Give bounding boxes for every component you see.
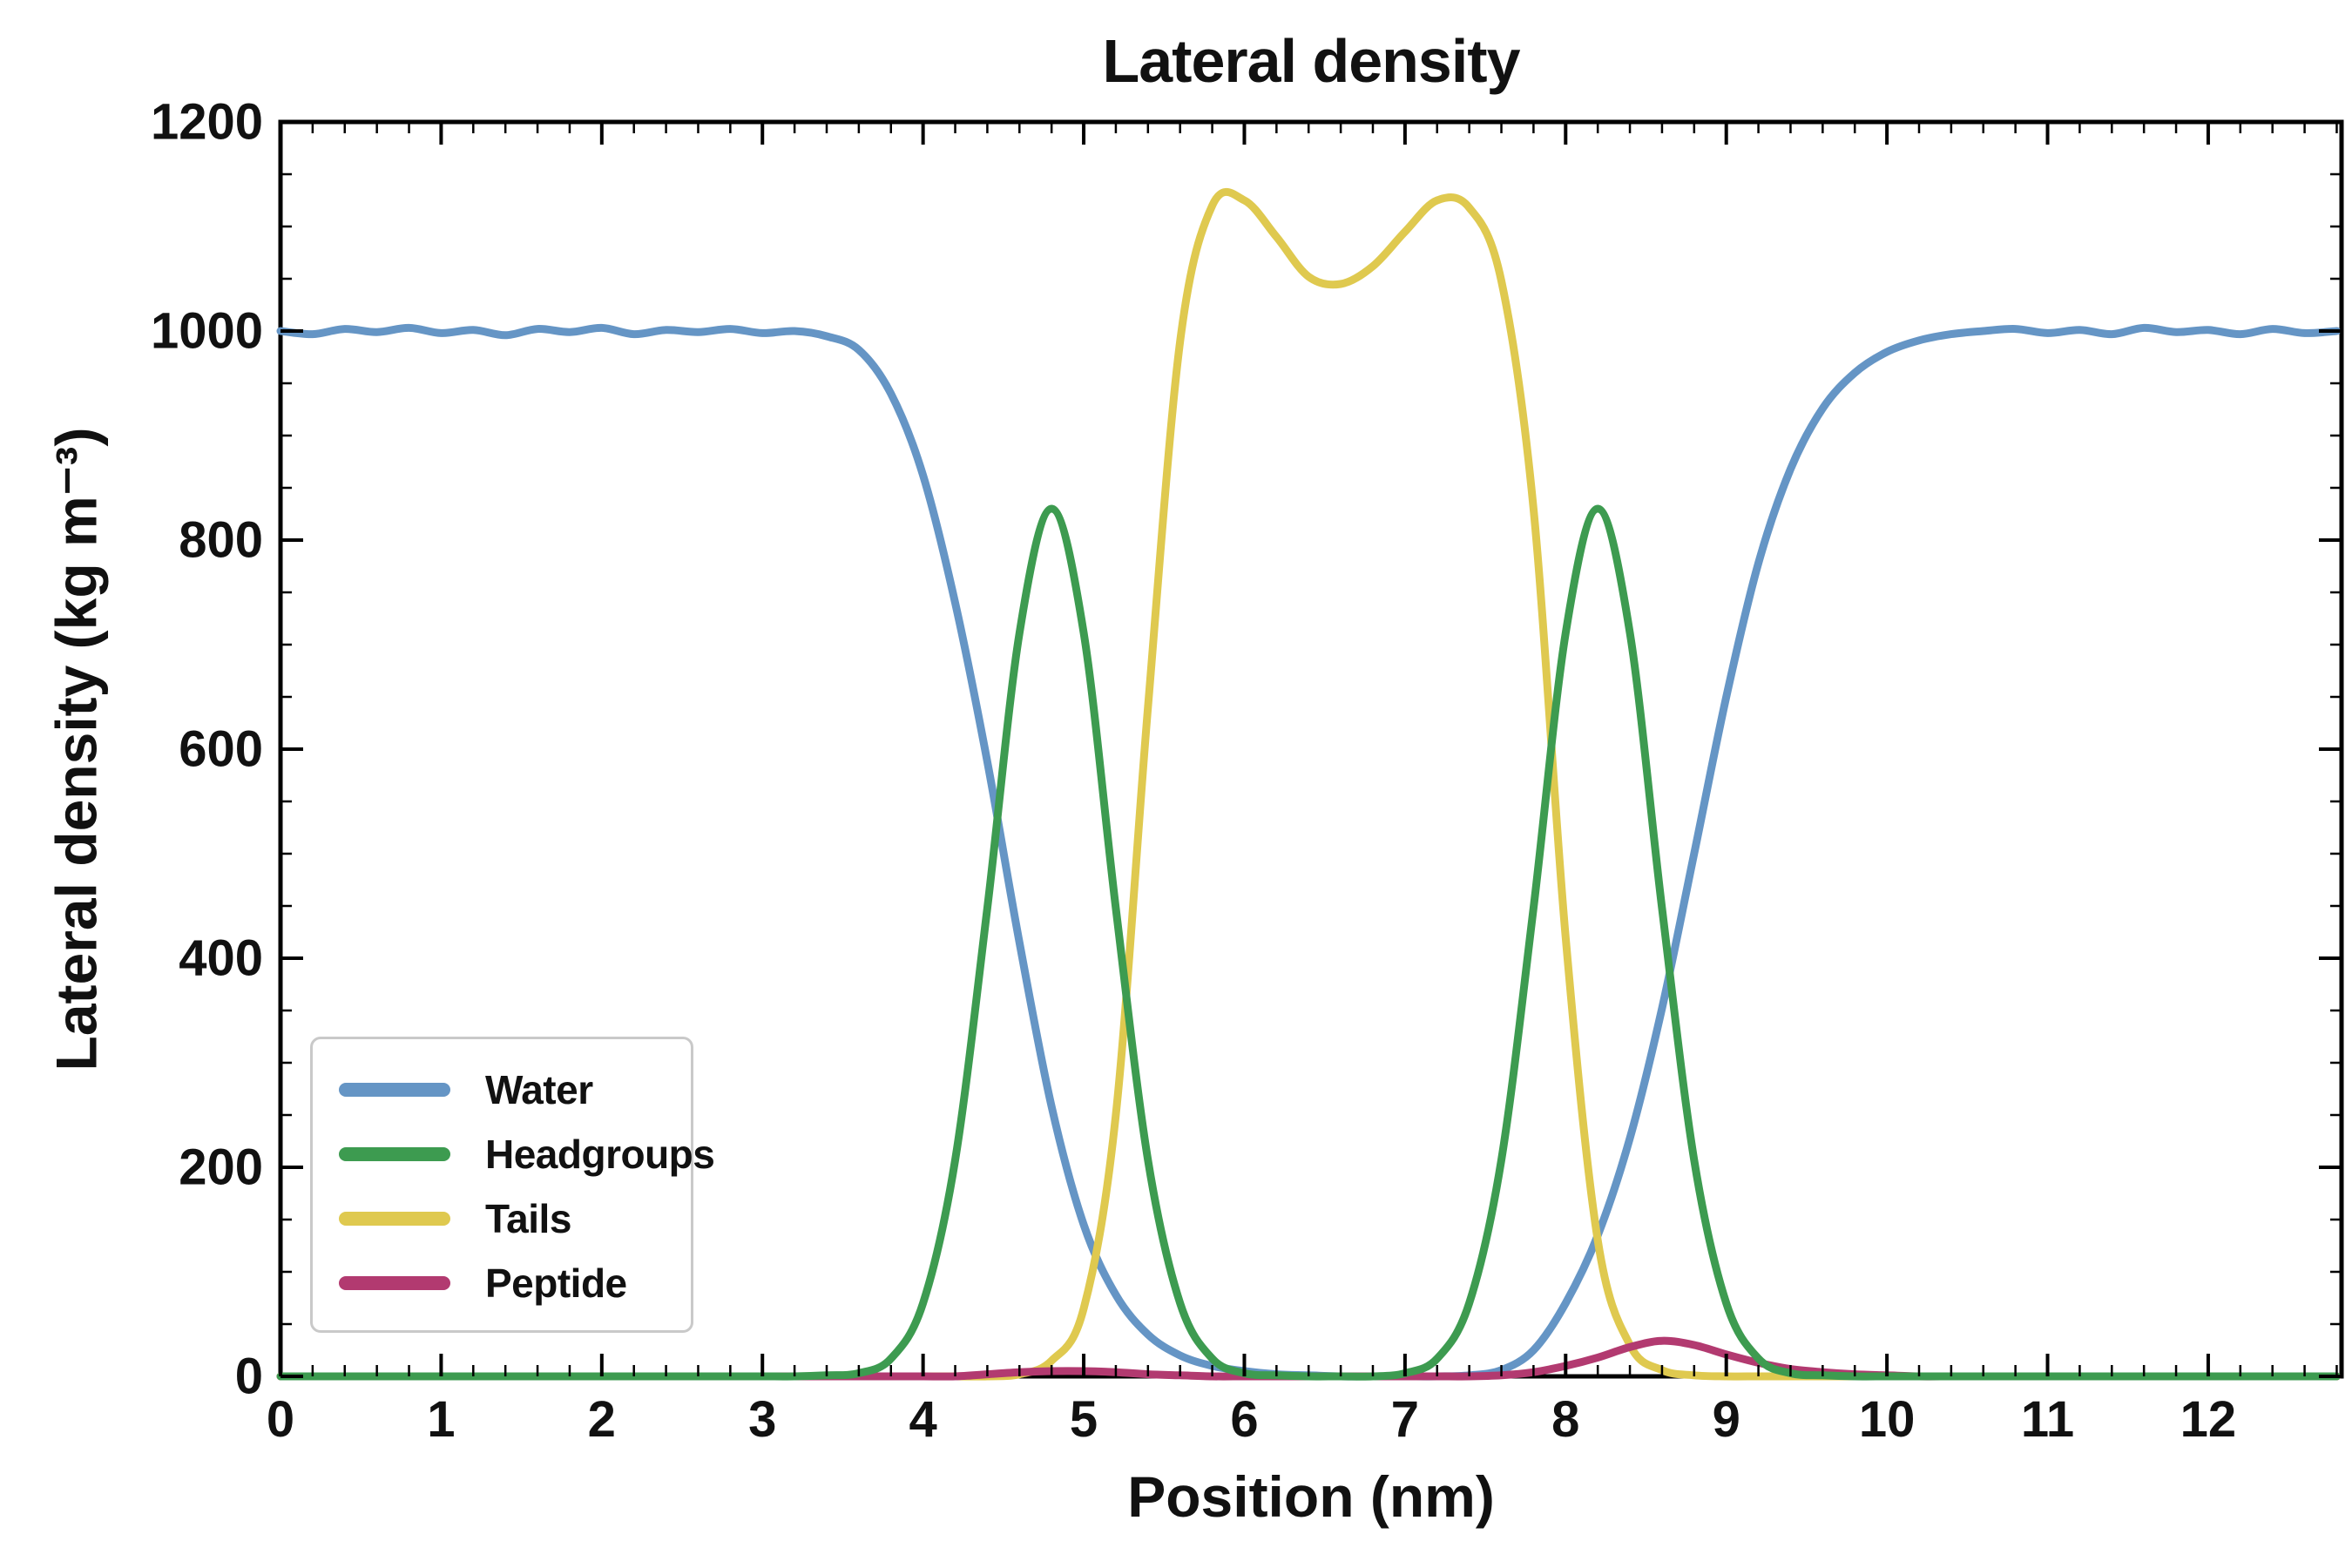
y-axis-label: Lateral density (kg m⁻³) — [44, 427, 109, 1071]
legend-item-water: Water — [339, 1062, 691, 1118]
x-tick-label: 2 — [587, 1391, 616, 1448]
x-tick-label: 9 — [1712, 1391, 1740, 1448]
tails-line-swatch — [339, 1212, 450, 1226]
axis-ticks — [279, 120, 2342, 1378]
y-tick-label: 0 — [234, 1348, 263, 1405]
headgroups-line-swatch — [339, 1147, 450, 1161]
chart-title: Lateral density — [1102, 27, 1520, 95]
legend-label-tails: Tails — [485, 1196, 571, 1241]
x-tick-label: 12 — [2180, 1391, 2237, 1448]
x-tick-label: 6 — [1230, 1391, 1259, 1448]
legend-label-water: Water — [485, 1067, 593, 1112]
x-tick-label: 10 — [1858, 1391, 1916, 1448]
legend: Water Headgroups Tails Peptide — [310, 1037, 715, 1333]
x-tick-label: 8 — [1551, 1391, 1580, 1448]
y-tick-label: 1200 — [150, 93, 263, 151]
y-tick-label: 600 — [179, 720, 263, 778]
y-tick-label: 1000 — [150, 302, 263, 360]
x-tick-label: 7 — [1390, 1391, 1420, 1448]
y-tick-label: 800 — [179, 511, 263, 569]
water-line-swatch — [339, 1083, 450, 1097]
legend-item-headgroups: Headgroups — [339, 1126, 715, 1182]
x-tick-label: 11 — [2020, 1391, 2075, 1448]
x-tick-label: 5 — [1069, 1391, 1098, 1448]
x-tick-label: 4 — [909, 1391, 937, 1448]
y-tick-label: 400 — [179, 929, 263, 987]
x-tick-label: 1 — [427, 1391, 456, 1448]
legend-label-headgroups: Headgroups — [485, 1132, 715, 1177]
legend-item-tails: Tails — [339, 1191, 691, 1247]
x-tick-label: 3 — [748, 1391, 777, 1448]
legend-label-peptide: Peptide — [485, 1260, 627, 1306]
peptide-line-swatch — [339, 1276, 450, 1290]
x-axis-label: Position (nm) — [1127, 1464, 1495, 1529]
legend-item-peptide: Peptide — [339, 1255, 691, 1311]
x-tick-label: 0 — [266, 1391, 295, 1448]
y-tick-label: 200 — [179, 1139, 263, 1196]
